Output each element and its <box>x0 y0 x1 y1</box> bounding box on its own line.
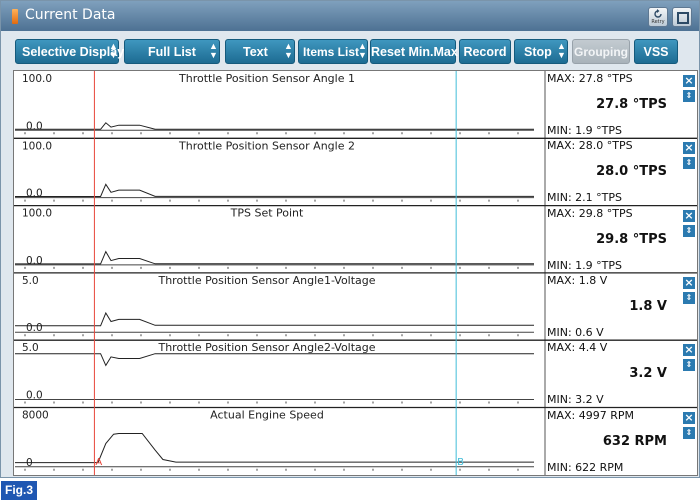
min-value: MIN: 1.9 °TPS <box>547 258 622 272</box>
graph-title: Throttle Position Sensor Angle 2 <box>178 139 355 152</box>
move-up-down-icon[interactable]: ⇕ <box>683 359 695 372</box>
spinner-icon: ▲ ▼ <box>557 41 566 60</box>
stats-box: MAX: 4997 RPM 632 RPM MIN: 622 RPM × ⇕ <box>545 408 697 475</box>
graph-panel: 100.0 0.0 Throttle Position Sensor Angle 1… <box>13 70 698 476</box>
retry-icon <box>654 9 662 18</box>
orange-bar-icon <box>12 9 18 24</box>
data-trace <box>15 433 534 464</box>
window-title: Current Data <box>25 7 116 23</box>
spinner-icon: ▲ ▼ <box>284 41 293 60</box>
data-trace <box>15 353 534 367</box>
move-up-down-icon[interactable]: ⇕ <box>683 426 695 439</box>
vss-button[interactable]: VSS <box>634 39 678 64</box>
retry-label: Retry <box>651 19 665 25</box>
stats-box: MAX: 4.4 V 3.2 V MIN: 3.2 V × ⇕ <box>545 340 697 407</box>
stats-box: MAX: 29.8 °TPS 29.8 °TPS MIN: 1.9 °TPS × ⇕ <box>545 206 697 273</box>
restore-window-button[interactable] <box>672 7 692 27</box>
reset-min-max-label: Reset Min.Max <box>371 45 458 59</box>
max-value: MAX: 4.4 V <box>547 341 608 355</box>
min-value: MIN: 1.9 °TPS <box>547 124 622 137</box>
graph-title: Actual Engine Speed <box>210 409 324 422</box>
toolbar: Selective Display ▲ ▼ Full List ▲ ▼ Text ▲… <box>1 39 699 65</box>
stats-box: MAX: 1.8 V 1.8 V MIN: 0.6 V × ⇕ <box>545 273 697 340</box>
restore-window-icon <box>677 12 689 24</box>
retry-button[interactable]: Retry <box>648 7 668 27</box>
y-max-label: 100.0 <box>22 73 52 85</box>
title-bar: Current Data Retry <box>1 1 699 31</box>
reset-min-max-button[interactable]: Reset Min.Max <box>370 39 458 64</box>
text-label: Text <box>243 45 268 59</box>
max-value: MAX: 1.8 V <box>547 273 608 287</box>
items-list-label: Items List <box>303 45 360 59</box>
grouping-label: Grouping <box>574 45 628 59</box>
cursor-b-label: B <box>457 457 464 468</box>
spinner-icon: ▲ ▼ <box>109 41 118 60</box>
current-value: 3.2 V <box>629 366 667 382</box>
full-list-label: Full List <box>148 45 196 59</box>
min-value: MIN: 622 RPM <box>547 460 624 474</box>
text-button[interactable]: Text ▲ ▼ <box>225 39 295 64</box>
y-min-label: 0.0 <box>26 255 43 267</box>
close-icon[interactable]: × <box>683 275 695 289</box>
record-label: Record <box>463 45 507 59</box>
y-min-label: 0.0 <box>26 390 43 402</box>
data-trace <box>15 250 534 265</box>
current-data-window: Current Data Retry Selective Display ▲ ▼ … <box>0 0 700 478</box>
move-up-down-icon[interactable]: ⇕ <box>683 90 695 102</box>
max-value: MAX: 4997 RPM <box>547 408 635 422</box>
stop-label: Stop <box>524 45 552 59</box>
move-up-down-icon[interactable]: ⇕ <box>683 291 695 304</box>
selective-display-label: Selective Display <box>22 45 125 59</box>
data-trace <box>15 183 534 197</box>
stats-box: MAX: 27.8 °TPS 27.8 °TPS MIN: 1.9 °TPS × ⇕ <box>545 71 697 138</box>
y-min-label: 0.0 <box>26 120 43 132</box>
max-value: MAX: 28.0 °TPS <box>547 139 633 153</box>
y-min-label: 0.0 <box>26 322 43 334</box>
graph-title: Throttle Position Sensor Angle 1 <box>178 72 355 85</box>
grouping-button[interactable]: Grouping <box>572 39 630 64</box>
figure-label: Fig.3 <box>1 481 37 500</box>
max-value: MAX: 29.8 °TPS <box>547 206 633 220</box>
graph-title: Throttle Position Sensor Angle1-Voltage <box>157 274 375 287</box>
close-icon[interactable]: × <box>683 410 695 424</box>
graph-area: 100.0 0.0 Throttle Position Sensor Angle 1… <box>14 71 697 475</box>
graph-title: TPS Set Point <box>230 207 304 220</box>
data-trace <box>15 311 534 327</box>
move-up-down-icon[interactable]: ⇕ <box>683 224 695 237</box>
min-value: MIN: 0.6 V <box>547 325 604 339</box>
min-value: MIN: 3.2 V <box>547 393 604 407</box>
items-list-button[interactable]: Items List ▲ ▼ <box>298 39 368 64</box>
close-icon[interactable]: × <box>683 343 695 357</box>
y-min-label: 0.0 <box>26 188 43 200</box>
spinner-icon: ▲ ▼ <box>358 41 367 60</box>
y-max-label: 100.0 <box>22 140 52 152</box>
data-trace <box>15 122 534 130</box>
record-button[interactable]: Record <box>459 39 511 64</box>
current-value: 632 RPM <box>602 433 667 449</box>
cursor-a-label: A <box>95 457 102 468</box>
spinner-icon: ▲ ▼ <box>209 41 218 60</box>
min-value: MIN: 2.1 °TPS <box>547 191 622 205</box>
close-icon[interactable]: × <box>683 74 695 87</box>
close-icon[interactable]: × <box>683 208 695 222</box>
selective-display-button[interactable]: Selective Display ▲ ▼ <box>15 39 124 64</box>
close-icon[interactable]: × <box>683 141 695 155</box>
y-max-label: 8000 <box>22 410 49 422</box>
current-value: 1.8 V <box>629 298 667 314</box>
y-max-label: 5.0 <box>22 342 39 354</box>
graph-title: Throttle Position Sensor Angle2-Voltage <box>157 341 375 354</box>
y-max-label: 5.0 <box>22 275 39 287</box>
current-value: 28.0 °TPS <box>596 164 667 180</box>
full-list-button[interactable]: Full List ▲ ▼ <box>124 39 220 64</box>
stats-box: MAX: 28.0 °TPS 28.0 °TPS MIN: 2.1 °TPS × ⇕ <box>545 138 697 205</box>
y-max-label: 100.0 <box>22 208 52 220</box>
current-value: 27.8 °TPS <box>596 97 667 112</box>
stop-button[interactable]: Stop ▲ ▼ <box>514 39 568 64</box>
move-up-down-icon[interactable]: ⇕ <box>683 157 695 170</box>
current-value: 29.8 °TPS <box>596 231 667 247</box>
vss-label: VSS <box>643 45 669 59</box>
max-value: MAX: 27.8 °TPS <box>547 72 633 85</box>
